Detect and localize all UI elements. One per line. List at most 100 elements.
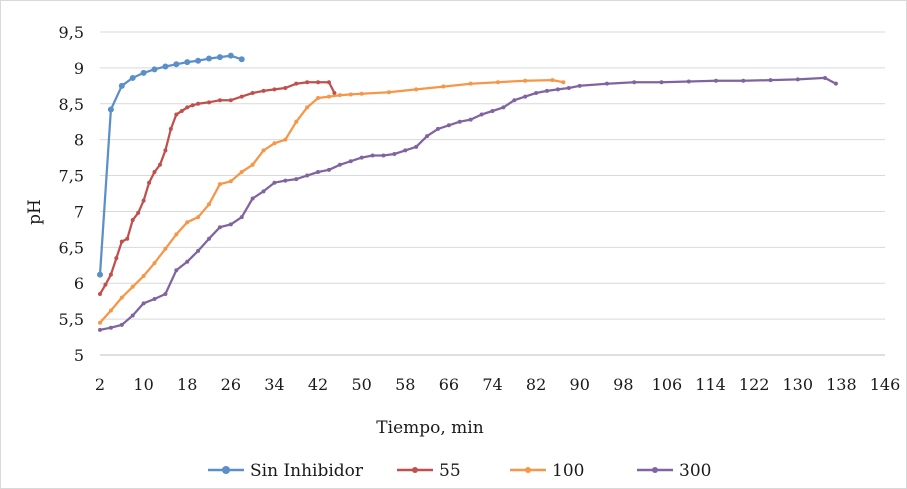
data-point xyxy=(98,320,102,325)
data-point xyxy=(239,94,244,99)
grid-lines xyxy=(100,31,885,320)
data-point xyxy=(348,159,353,164)
x-tick-label: 74 xyxy=(482,375,502,394)
data-point xyxy=(294,177,299,182)
data-point xyxy=(217,225,222,230)
data-point xyxy=(468,81,473,86)
data-point xyxy=(348,92,353,97)
data-point xyxy=(490,108,495,113)
y-tick-label: 7 xyxy=(74,202,84,221)
data-point xyxy=(207,100,212,105)
data-point xyxy=(294,81,299,86)
data-point xyxy=(566,85,571,90)
data-point xyxy=(130,218,135,223)
data-point xyxy=(414,87,419,92)
data-point xyxy=(250,91,255,96)
x-tick-label: 66 xyxy=(439,375,459,394)
x-tick-label: 98 xyxy=(613,375,633,394)
data-point xyxy=(294,119,299,124)
series-lines xyxy=(97,52,838,332)
data-point xyxy=(206,55,213,62)
x-tick-label: 50 xyxy=(351,375,371,394)
data-point xyxy=(272,87,277,92)
data-point xyxy=(545,88,550,93)
legend-item: 300 xyxy=(637,461,711,481)
x-tick-label: 26 xyxy=(221,375,241,394)
y-axis-title: pH xyxy=(25,199,45,225)
x-tick-label: 122 xyxy=(739,375,770,394)
data-point xyxy=(577,83,582,88)
data-point xyxy=(326,94,331,99)
x-tick-label: 34 xyxy=(264,375,284,394)
data-point xyxy=(561,80,566,85)
data-point xyxy=(190,103,195,108)
x-tick-label: 130 xyxy=(783,375,814,394)
data-point xyxy=(435,126,440,131)
data-point xyxy=(97,271,103,278)
data-point xyxy=(108,325,113,330)
legend-item: Sin Inhibidor xyxy=(208,461,364,481)
x-tick-label: 90 xyxy=(570,375,590,394)
data-point xyxy=(305,105,310,110)
x-tick-label: 2 xyxy=(95,375,105,394)
data-point xyxy=(108,272,113,277)
data-point xyxy=(261,189,266,194)
data-point xyxy=(130,284,135,289)
data-point xyxy=(316,169,321,174)
y-tick-label: 5 xyxy=(74,346,84,365)
data-point xyxy=(107,106,114,113)
x-tick-label: 18 xyxy=(177,375,197,394)
data-point xyxy=(118,82,125,89)
data-point xyxy=(283,137,288,142)
data-point xyxy=(659,80,664,85)
data-point xyxy=(495,80,500,85)
data-point xyxy=(392,152,397,157)
y-tick-label: 6 xyxy=(74,274,84,293)
data-point xyxy=(114,256,119,261)
data-point xyxy=(195,57,202,64)
data-point xyxy=(147,180,152,185)
y-tick-label: 9,5 xyxy=(59,23,84,42)
data-point xyxy=(512,98,517,103)
data-point xyxy=(501,105,506,110)
y-tick-label: 5,5 xyxy=(59,310,84,329)
data-point xyxy=(179,108,184,113)
x-tick-label: 114 xyxy=(695,375,726,394)
data-point xyxy=(632,80,637,85)
data-point xyxy=(823,75,828,80)
data-point xyxy=(272,141,277,146)
data-point xyxy=(185,105,190,110)
x-axis-ticks: 2 10 18 26 34 42 50 58 66 74 82 90 98 106 114 122 130 138… xyxy=(95,375,900,394)
data-point xyxy=(196,248,201,253)
data-point xyxy=(228,222,233,227)
data-point xyxy=(326,80,331,85)
data-point xyxy=(174,232,179,237)
legend-label: 55 xyxy=(439,461,461,481)
legend-marker xyxy=(652,467,658,473)
legend-marker xyxy=(222,466,230,474)
legend-label: Sin Inhibidor xyxy=(250,461,364,481)
data-point xyxy=(457,119,462,124)
data-point xyxy=(272,180,277,185)
data-point xyxy=(141,274,146,279)
data-point xyxy=(337,93,342,98)
x-tick-label: 146 xyxy=(870,375,901,394)
legend: Sin Inhibidor 55 100 300 xyxy=(208,461,711,481)
y-tick-label: 6,5 xyxy=(59,238,84,257)
data-point xyxy=(140,69,147,76)
x-tick-label: 58 xyxy=(395,375,415,394)
series-2 xyxy=(98,78,566,325)
data-point xyxy=(261,148,266,153)
data-point xyxy=(381,153,386,158)
data-point xyxy=(332,91,337,96)
data-point xyxy=(468,117,473,122)
data-point xyxy=(207,202,212,207)
data-point xyxy=(119,239,124,244)
x-tick-label: 82 xyxy=(526,375,546,394)
x-tick-label: 42 xyxy=(308,375,328,394)
x-tick-label: 106 xyxy=(652,375,683,394)
data-point xyxy=(523,78,528,83)
data-point xyxy=(228,98,233,103)
